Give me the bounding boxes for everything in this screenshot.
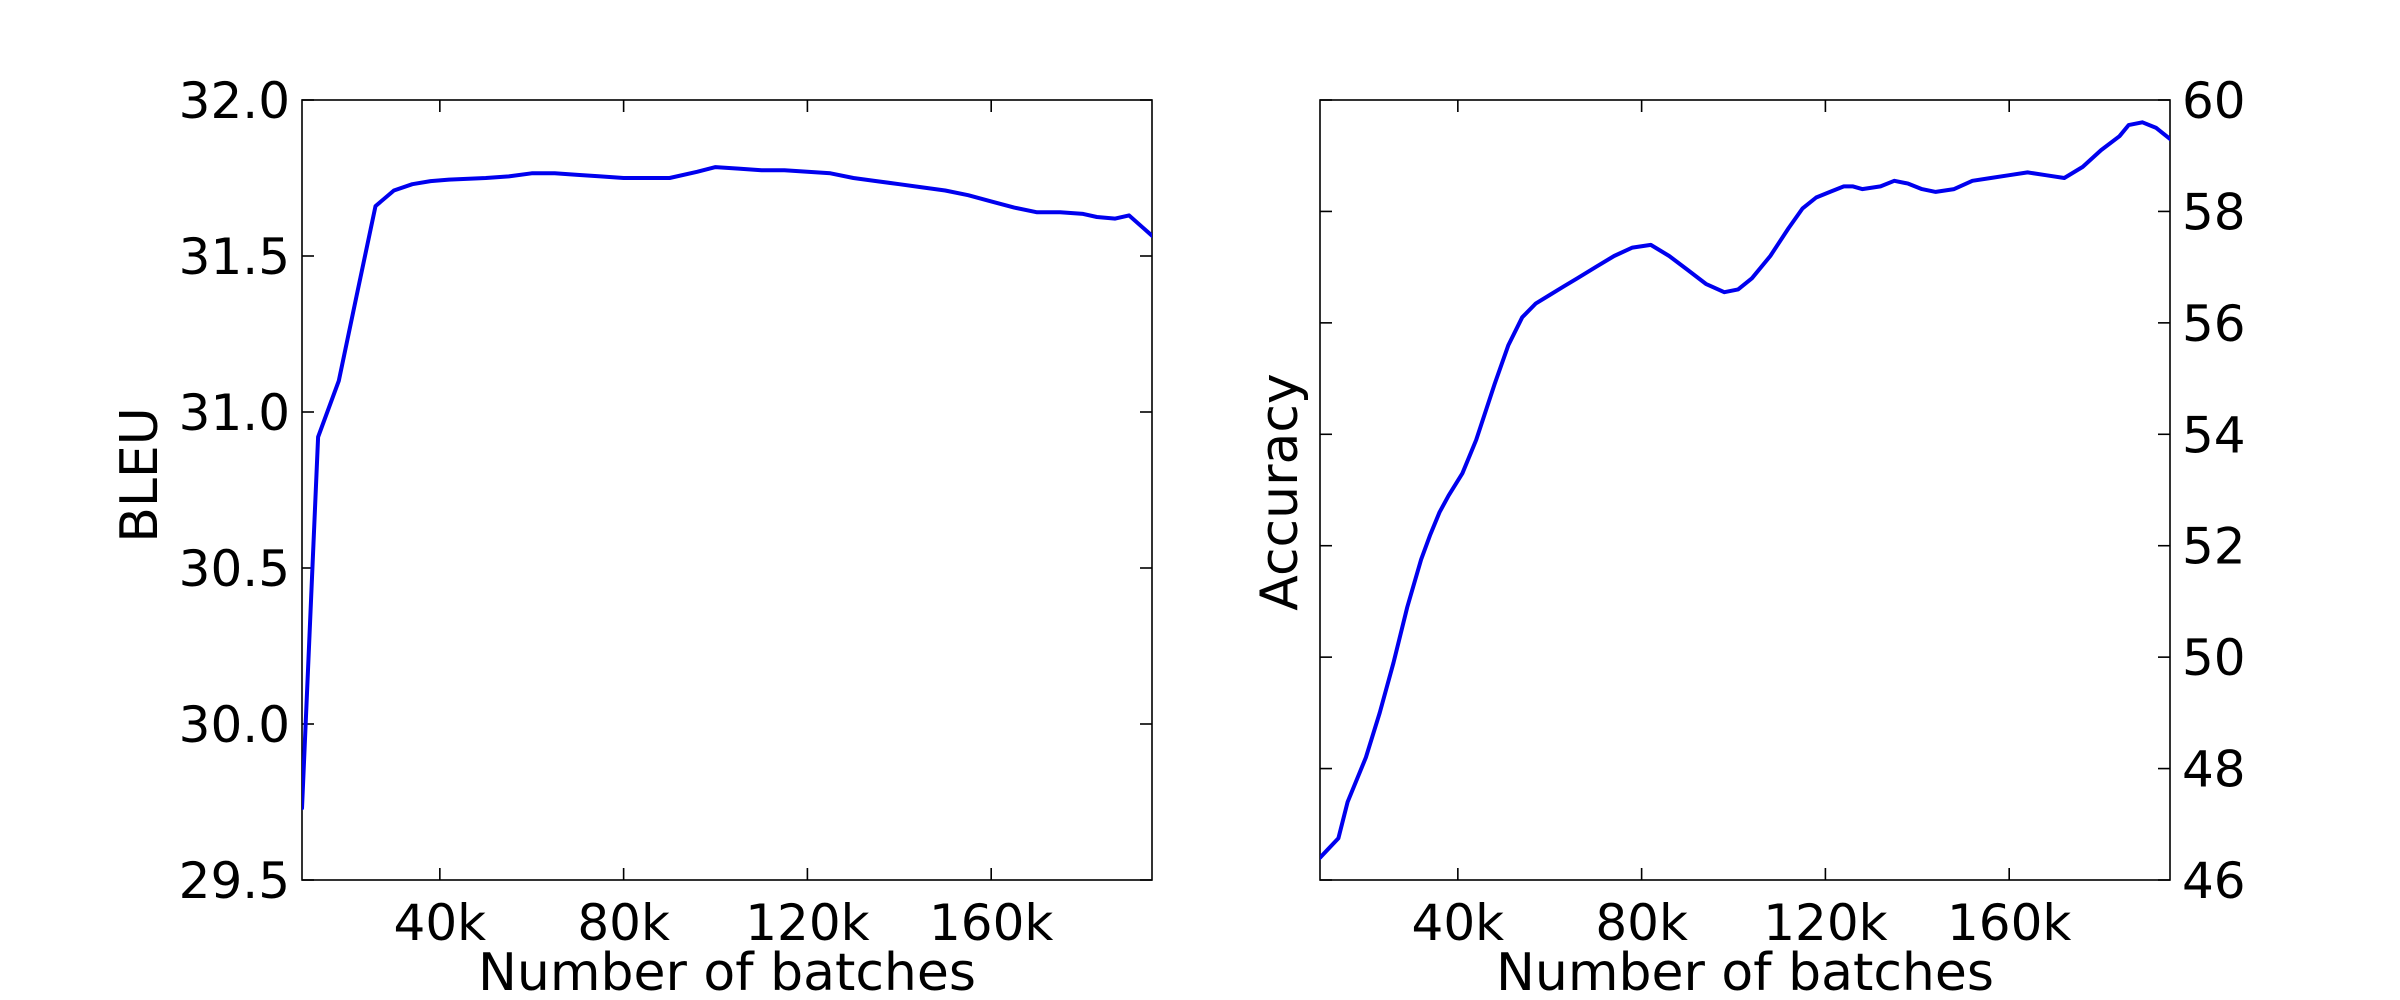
y-tick-label: 31.0	[179, 384, 290, 442]
x-tick-label: 120k	[1763, 894, 1887, 952]
y-tick-label: 30.0	[179, 696, 290, 754]
x-axis-label: Number of batches	[1496, 943, 1994, 1000]
series-line	[1320, 120, 2170, 860]
y-tick-label: 54	[2182, 406, 2246, 464]
y-tick-label: 30.5	[179, 540, 290, 598]
y-tick-label: 31.5	[179, 228, 290, 286]
x-tick-label: 40k	[394, 894, 487, 952]
series-line	[302, 165, 1152, 811]
x-tick-label: 40k	[1412, 894, 1505, 952]
x-tick-label: 160k	[929, 894, 1053, 952]
y-tick-label: 58	[2182, 183, 2246, 241]
x-tick-label: 160k	[1947, 894, 2071, 952]
y-tick-label: 60	[2182, 72, 2246, 130]
bleu-chart: 40k 80k 120k 160k 29.5 30.0 30.5 31.0 31.5 32.0 Nu…	[110, 72, 1153, 1000]
y-tick-label: 46	[2182, 852, 2246, 910]
plot-frame	[1319, 99, 2171, 881]
y-tick-label: 52	[2182, 518, 2246, 576]
y-tick-label: 56	[2182, 295, 2246, 353]
y-axis-label: BLEU	[110, 407, 170, 543]
y-tick-label: 48	[2182, 741, 2246, 799]
y-tick-label: 29.5	[179, 852, 290, 910]
x-tick-label: 80k	[577, 894, 670, 952]
y-axis-label: Accuracy	[1250, 373, 1310, 610]
x-tick-label: 80k	[1595, 894, 1688, 952]
accuracy-chart: 40k 80k 120k 160k 46 48 50 52 54 56 58 60 Number of …	[1250, 72, 2246, 1000]
x-axis-label: Number of batches	[478, 943, 976, 1000]
x-tick-label: 120k	[745, 894, 869, 952]
plot-frame	[301, 99, 1153, 881]
y-tick-label: 50	[2182, 629, 2246, 687]
y-tick-label: 32.0	[179, 72, 290, 130]
